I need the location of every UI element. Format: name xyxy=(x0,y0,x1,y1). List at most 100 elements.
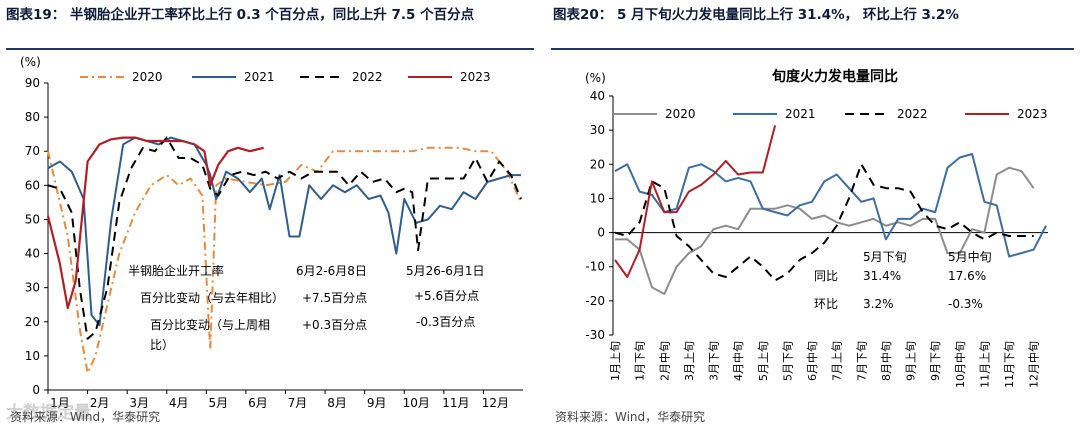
series-line-2020 xyxy=(615,166,1035,295)
x-tick-label: 1月上旬 xyxy=(609,341,622,381)
chart-tyre-operating-rate: (%) 0 10 20 30 40 50 60 70 80 90 1月 2月 3月 4月 5月 6月 7月 8月 9月… xyxy=(20,55,523,410)
x-tick-label: 11月 xyxy=(442,396,469,410)
y-tick-label: 40 xyxy=(25,247,40,261)
x-tick-label: 7月下旬 xyxy=(855,341,868,381)
y-tick-label: 0 xyxy=(32,383,40,397)
series-line-2023 xyxy=(46,136,264,310)
y-tick-label: 80 xyxy=(25,110,40,124)
y-tick-label: 50 xyxy=(25,212,40,226)
chart-title: 旬度火力发电量同比 xyxy=(771,68,898,85)
y-tick-label: 30 xyxy=(25,281,40,295)
annotation-row1-col1: +7.5百分点 xyxy=(302,291,367,305)
legend-label-2022: 2022 xyxy=(352,70,383,84)
right-series-lines xyxy=(614,125,1047,295)
x-tick-label: 6月 xyxy=(248,396,268,410)
watermark-logo: 大数据定量 xyxy=(6,403,91,423)
x-tick-label: 10月中旬 xyxy=(954,341,967,388)
annotation-row1-label: 同比 xyxy=(814,269,838,283)
x-tick-label: 2月中旬 xyxy=(658,341,671,381)
x-tick-label: 12月 xyxy=(482,396,509,410)
y-axis-unit: (%) xyxy=(20,55,41,69)
annotation-row2-col1: +0.3百分点 xyxy=(302,318,367,332)
right-legend: 2020 2021 2022 2023 xyxy=(613,107,1048,121)
x-tick-label: 3月上旬 xyxy=(683,341,696,381)
left-axes: (%) 0 10 20 30 40 50 60 70 80 90 1月 2月 3月 4月 5月 6月 7月 8月 9月… xyxy=(20,55,523,410)
left-legend: 2020 2021 2022 2023 xyxy=(80,70,491,84)
y-tick-label: 20 xyxy=(590,157,605,171)
x-tick-label: 9月下旬 xyxy=(929,341,942,381)
series-line-2022 xyxy=(47,136,522,340)
x-tick-label: 11月下旬 xyxy=(1003,341,1016,388)
figure-title-19: 图表19： 半钢胎企业开工率环比上行 0.3 个百分点，同比上升 7.5 个百分… xyxy=(6,7,475,23)
x-tick-label: 2月 xyxy=(90,396,110,410)
annotation-row2-col1: 3.2% xyxy=(863,297,894,311)
legend-label-2023: 2023 xyxy=(460,70,491,84)
series-line-2020 xyxy=(47,146,522,374)
annotation-row2-label-a: 百分比变动（与上周相 xyxy=(150,317,270,332)
annotation-row1-label: 百分比变动（与去年相比） xyxy=(140,290,284,305)
y-tick-label: -30 xyxy=(585,328,605,342)
left-annotation-table: 半钢胎企业开工率 6月2-6月8日 5月26-6月1日 百分比变动（与去年相比）… xyxy=(128,263,485,352)
figure-title-20: 图表20： 5 月下旬火力发电量同比上行 31.4%， 环比上行 3.2% xyxy=(553,7,959,23)
right-axes: (%) -30 -20 -10 0 10 20 30 40 1月上旬 1月下旬 2月中旬 3月上旬 3月下… xyxy=(585,71,1048,388)
x-tick-label: 9月上旬 xyxy=(905,341,918,381)
x-tick-label: 4月中旬 xyxy=(732,341,745,381)
x-tick-label: 5月 xyxy=(209,396,229,410)
x-tick-label: 5月下旬 xyxy=(781,341,794,381)
y-tick-label: 20 xyxy=(25,315,40,329)
left-series-lines xyxy=(46,136,522,374)
series-line-2022 xyxy=(614,163,1034,282)
series-line-2023 xyxy=(614,125,777,278)
x-tick-label: 3月 xyxy=(129,396,149,410)
legend-label-2021: 2021 xyxy=(244,70,275,84)
annotation-row2-col2: -0.3% xyxy=(948,297,983,311)
y-tick-label: -20 xyxy=(585,294,605,308)
legend-label-2020: 2020 xyxy=(665,107,696,121)
annotation-row1-col2: +5.6百分点 xyxy=(414,289,479,303)
y-tick-label: 40 xyxy=(590,89,605,103)
source-note-right: 资料来源：Wind，华泰研究 xyxy=(555,410,706,424)
y-tick-label: 10 xyxy=(25,349,40,363)
y-tick-label: 70 xyxy=(25,144,40,158)
x-tick-label: 9月 xyxy=(367,396,387,410)
x-tick-label: 4月 xyxy=(169,396,189,410)
x-tick-label: 1月 xyxy=(50,396,70,410)
title-divider xyxy=(551,48,1074,50)
legend-label-2022: 2022 xyxy=(897,107,928,121)
x-tick-label: 8月中旬 xyxy=(880,341,893,381)
annotation-row2-label: 环比 xyxy=(814,297,838,311)
x-tick-label: 3月下旬 xyxy=(708,341,721,381)
series-line-2021 xyxy=(47,136,521,327)
y-tick-label: 0 xyxy=(597,226,605,240)
chart-thermal-power-yoy: 旬度火力发电量同比 (%) -30 -20 -10 0 10 20 30 40 1月上旬 1月下旬 2… xyxy=(585,68,1048,388)
series-line-2021 xyxy=(614,153,1047,258)
title-divider xyxy=(6,48,534,50)
annotation-col2-header: 5月26-6月1日 xyxy=(406,264,485,278)
panel-right: 图表20： 5 月下旬火力发电量同比上行 31.4%， 环比上行 3.2% 旬度… xyxy=(545,0,1080,434)
y-tick-label: 60 xyxy=(25,178,40,192)
annotation-row2-label-b: 比） xyxy=(150,338,174,352)
annotation-col1-header: 5月下旬 xyxy=(863,250,907,264)
x-tick-label: 8月 xyxy=(327,396,347,410)
y-tick-label: -10 xyxy=(585,260,605,274)
legend-label-2021: 2021 xyxy=(785,107,816,121)
x-tick-label: 7月上旬 xyxy=(831,341,844,381)
y-axis-unit: (%) xyxy=(585,71,606,85)
x-tick-label: 11月上旬 xyxy=(978,341,991,388)
x-tick-label: 1月下旬 xyxy=(634,341,647,381)
x-tick-label: 7月 xyxy=(288,396,308,410)
right-annotation-table: 5月下旬 5月中旬 同比 31.4% 17.6% 环比 3.2% -0.3% xyxy=(814,249,992,311)
y-tick-label: 10 xyxy=(590,191,605,205)
legend-label-2020: 2020 xyxy=(132,70,163,84)
annotation-col1-header: 6月2-6月8日 xyxy=(296,264,367,278)
x-tick-label: 10月 xyxy=(403,396,430,410)
annotation-row-title: 半钢胎企业开工率 xyxy=(128,263,224,278)
y-tick-label: 30 xyxy=(590,123,605,137)
x-tick-label: 5月上旬 xyxy=(757,341,770,381)
legend-label-2023: 2023 xyxy=(1017,107,1048,121)
source-note-left: 资料来源：Wind，华泰研究 xyxy=(10,410,161,424)
x-tick-label: 6月中旬 xyxy=(806,341,819,381)
annotation-row1-col2: 17.6% xyxy=(948,269,986,283)
panel-left: 图表19： 半钢胎企业开工率环比上行 0.3 个百分点，同比上升 7.5 个百分… xyxy=(6,7,534,424)
annotation-row1-col1: 31.4% xyxy=(863,269,901,283)
